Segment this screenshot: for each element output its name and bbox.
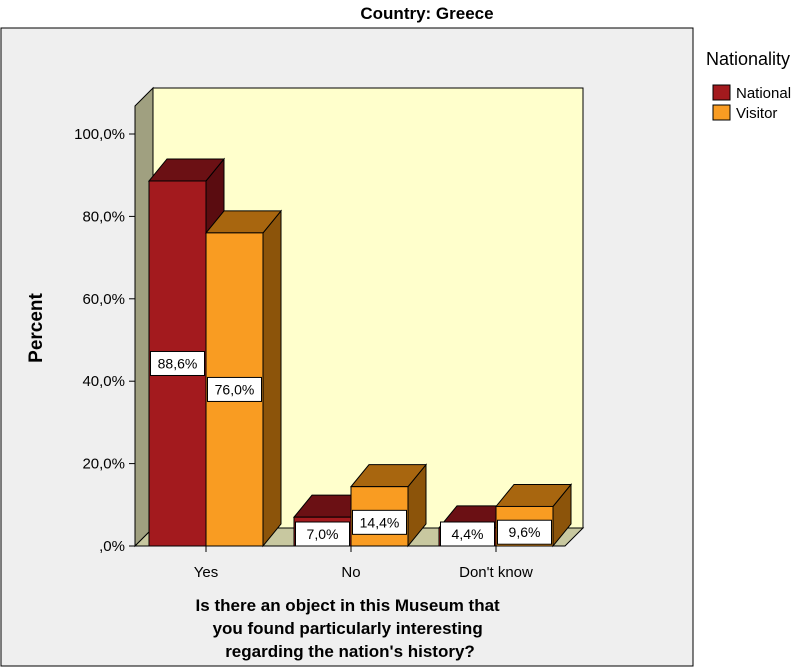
legend-swatch-national <box>712 84 731 101</box>
data-label-text: 88,6% <box>158 355 198 371</box>
category-label: No <box>341 564 360 581</box>
y-tick-label: 40,0% <box>82 373 125 390</box>
x-axis-title-line-2: you found particularly interesting <box>213 619 483 638</box>
data-label-national-0: 88,6% <box>150 350 205 376</box>
data-label-box <box>497 519 552 545</box>
y-tick-label: 80,0% <box>82 208 125 225</box>
x-axis-title-line-3: regarding the nation's history? <box>225 642 475 661</box>
category-label: Yes <box>194 564 218 581</box>
y-tick-label: ,0% <box>99 538 125 555</box>
y-tick-label: 20,0% <box>82 456 125 473</box>
legend-swatch-visitor <box>712 104 731 121</box>
category-label: Don't know <box>459 564 533 581</box>
data-label-visitor-0: 76,0% <box>207 376 262 402</box>
data-label-national-1: 7,0% <box>295 521 350 547</box>
chart-title: Country: Greece <box>360 4 493 23</box>
data-label-text: 4,4% <box>452 526 484 542</box>
data-label-visitor-1: 14,4% <box>352 509 407 535</box>
x-axis-title: Is there an object in this Museum that y… <box>196 596 505 661</box>
data-label-text: 7,0% <box>307 526 339 542</box>
y-axis-title: Percent <box>26 292 47 362</box>
data-label-box <box>352 509 407 535</box>
data-label-text: 9,6% <box>509 524 541 540</box>
data-label-box <box>150 350 205 376</box>
data-label-box <box>295 521 350 547</box>
x-axis-title-line-1: Is there an object in this Museum that <box>196 596 500 615</box>
data-label-visitor-2: 9,6% <box>497 519 552 545</box>
data-label-national-2: 4,4% <box>440 521 495 547</box>
legend-label-national: National <box>736 85 791 102</box>
data-label-box <box>440 521 495 547</box>
bar-side <box>262 209 282 548</box>
data-label-text: 76,0% <box>215 381 255 397</box>
data-label-box <box>207 376 262 402</box>
legend-title: Nationality <box>706 49 790 69</box>
y-tick-label: 60,0% <box>82 291 125 308</box>
data-label-text: 14,4% <box>360 514 400 530</box>
y-tick-label: 100,0% <box>74 126 125 143</box>
legend-label-visitor: Visitor <box>736 105 777 122</box>
